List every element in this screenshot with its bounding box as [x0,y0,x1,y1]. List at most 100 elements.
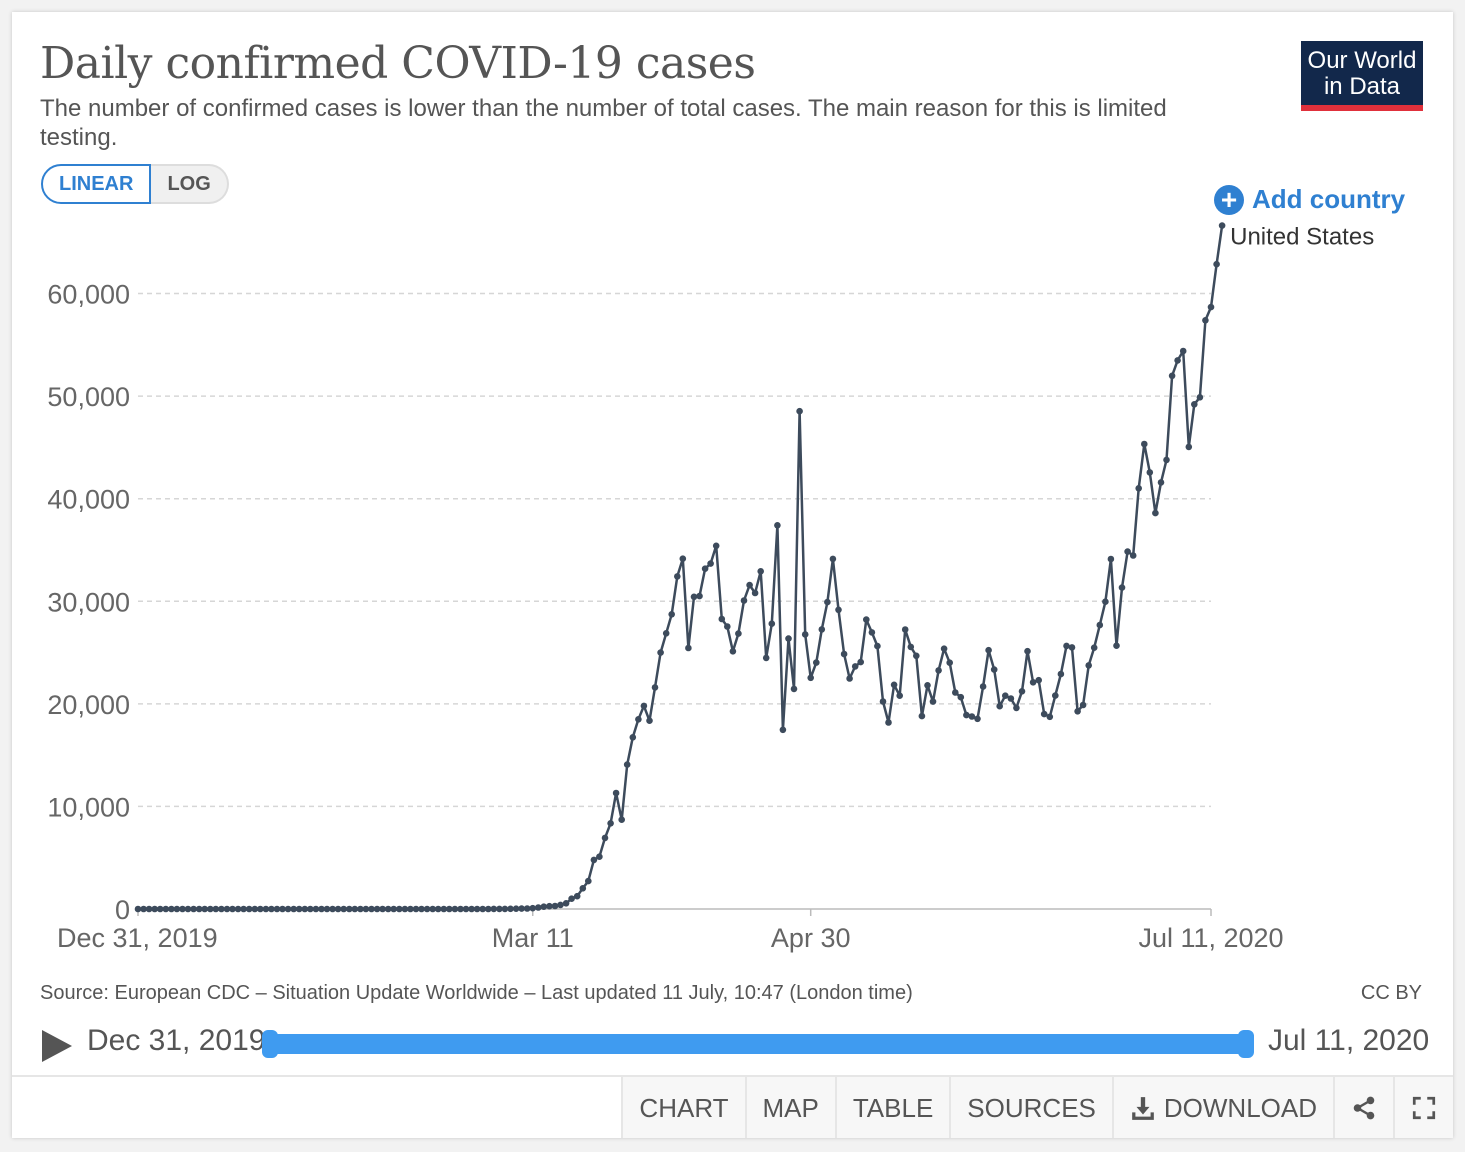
data-point [1029,679,1037,686]
data-point [184,905,192,913]
data-point [929,698,937,705]
tab-sources[interactable]: SOURCES [949,1075,1112,1138]
data-point [674,573,681,580]
data-point [423,905,431,913]
data-point [963,711,970,719]
data-point [779,726,787,734]
data-point [985,646,992,654]
data-point [935,667,942,674]
data-point [1157,479,1165,486]
data-point [818,626,826,633]
data-point [1129,552,1137,559]
data-point [907,643,915,651]
data-point [1179,347,1187,355]
tab-bar: CHART MAP TABLE SOURCES DOWNLOAD [621,1075,1453,1138]
download-icon [1132,1096,1154,1120]
data-point [373,905,381,913]
data-point [1135,485,1142,492]
data-point [657,649,664,656]
data-point [1013,704,1020,712]
data-point [1207,303,1215,311]
scale-toggle: LINEAR LOG [41,164,229,204]
play-icon[interactable] [42,1030,72,1062]
timeline-end-handle[interactable] [1238,1030,1254,1058]
data-point [768,620,776,627]
data-point [384,905,392,913]
data-point [990,666,998,673]
data-point [1146,469,1154,476]
data-point [840,650,848,658]
logo-line-2: in Data [1323,73,1401,100]
data-point [1096,621,1104,629]
data-point [257,905,264,913]
data-point [918,712,926,720]
data-point [996,702,1003,710]
log-scale-button[interactable]: LOG [151,164,229,204]
timeline-slider[interactable] [262,1030,1254,1058]
data-point [568,895,575,902]
owid-logo[interactable]: Our World in Data [1301,41,1423,111]
data-point [1218,222,1226,229]
data-point [801,631,809,638]
x-tick-label: Apr 30 [771,923,851,953]
data-point [557,901,564,909]
license-link[interactable]: CC BY [1360,982,1422,1004]
data-point [640,702,648,710]
data-point [440,905,448,913]
timeline-start-label: Dec 31, 2019 [87,1024,266,1057]
linear-scale-button[interactable]: LINEAR [41,164,152,204]
tab-chart[interactable]: CHART [621,1075,745,1138]
data-point [857,658,864,666]
data-point [284,905,292,913]
data-point [685,644,692,652]
data-point [518,905,525,912]
data-point [974,715,981,723]
tab-fullscreen[interactable] [1393,1075,1453,1138]
data-point [590,856,598,864]
data-point [229,905,236,913]
data-point [145,905,153,913]
data-point [262,905,270,913]
data-point [924,682,931,689]
data-point [346,905,353,913]
data-point [279,905,286,913]
data-point [746,581,753,589]
data-point [523,905,531,912]
tab-map[interactable]: MAP [744,1075,835,1138]
tab-table[interactable]: TABLE [834,1075,950,1138]
chart-card: Daily confirmed COVID-19 cases The numbe… [12,12,1453,1138]
data-point [201,905,208,913]
data-point [240,905,247,913]
data-point [1007,695,1015,702]
data-point [712,542,720,550]
data-point [368,905,375,913]
y-tick-label: 10,000 [47,792,130,822]
data-point [579,885,587,892]
tab-share[interactable] [1333,1075,1393,1138]
data-point [529,904,536,912]
data-point [824,598,831,606]
data-point [540,903,548,910]
data-point [690,593,698,601]
logo-red-bar [1301,105,1423,111]
timeline-start-handle[interactable] [262,1030,278,1058]
data-point [1102,598,1109,605]
data-point [134,905,142,913]
plus-circle-icon: + [1214,184,1244,215]
data-point [412,905,420,913]
data-point [234,905,242,913]
data-point [851,663,859,670]
data-point [1057,670,1065,678]
data-point [140,905,147,913]
data-point [863,616,870,623]
tab-download[interactable]: DOWNLOAD [1111,1075,1333,1138]
data-point [635,716,642,723]
data-point [1107,555,1115,563]
data-point [679,555,687,562]
data-point [701,565,709,572]
data-point [729,648,737,655]
data-point [1024,647,1031,655]
data-point [740,597,748,604]
data-point [868,629,876,636]
add-country-button[interactable]: + Add country [1214,184,1405,215]
